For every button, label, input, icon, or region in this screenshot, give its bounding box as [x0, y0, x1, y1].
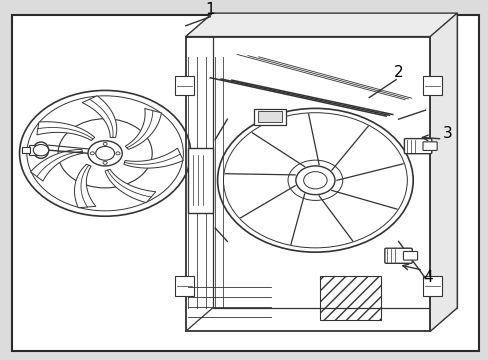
- Bar: [212, 13, 456, 308]
- Bar: [175, 276, 193, 296]
- Circle shape: [90, 152, 94, 155]
- Circle shape: [33, 144, 49, 156]
- Polygon shape: [429, 13, 456, 331]
- Circle shape: [295, 166, 334, 195]
- Polygon shape: [105, 169, 156, 203]
- Text: 4: 4: [422, 270, 432, 285]
- Bar: [188, 148, 212, 213]
- Bar: [29, 145, 38, 155]
- Bar: [257, 111, 282, 122]
- Text: 1: 1: [205, 2, 215, 17]
- Polygon shape: [30, 149, 83, 181]
- Polygon shape: [37, 122, 95, 140]
- Circle shape: [103, 161, 107, 164]
- Polygon shape: [74, 164, 96, 208]
- Circle shape: [116, 152, 120, 155]
- Circle shape: [88, 141, 122, 166]
- Bar: [22, 147, 30, 153]
- Bar: [422, 76, 441, 95]
- Polygon shape: [125, 108, 161, 149]
- Text: 2: 2: [393, 65, 403, 80]
- Circle shape: [303, 172, 326, 189]
- Circle shape: [96, 147, 114, 160]
- Bar: [320, 276, 381, 320]
- Circle shape: [103, 143, 107, 145]
- Polygon shape: [82, 96, 117, 138]
- FancyBboxPatch shape: [404, 139, 431, 154]
- Bar: [175, 76, 193, 95]
- Ellipse shape: [33, 142, 49, 158]
- Bar: [254, 109, 285, 125]
- FancyBboxPatch shape: [403, 251, 417, 260]
- Bar: [185, 36, 429, 331]
- Bar: [422, 276, 441, 296]
- FancyBboxPatch shape: [384, 248, 411, 263]
- Text: 3: 3: [442, 126, 451, 141]
- Polygon shape: [123, 148, 183, 168]
- Polygon shape: [185, 13, 456, 36]
- FancyBboxPatch shape: [422, 142, 436, 150]
